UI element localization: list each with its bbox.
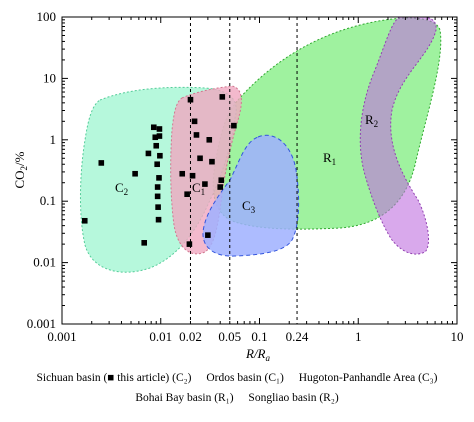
data-point [81,217,88,224]
data-point [153,142,160,149]
legend-item-c2: Sichuan basin (■ this article) (C₂) [36,372,192,384]
data-point [132,170,138,177]
data-point [156,133,163,139]
data-point [186,241,193,247]
reference-lines: 0.02 0.05 0.24 [179,17,309,344]
data-point [152,134,159,141]
data-point [218,177,225,183]
data-point [193,132,200,138]
data-point [217,184,224,190]
data-point [189,172,196,179]
data-point [184,191,190,198]
y-tick-label: 10 [43,70,56,85]
x-tick-label: 0.001 [47,329,76,344]
data-point [157,152,163,159]
data-point [219,94,226,100]
y-tick-label: 1 [50,132,57,147]
axis-ticks: 0.001 0.01 0.1 1 10 0.001 0.01 0.1 1 10 100 [27,9,464,344]
data-point [179,170,186,177]
legend-row-2: Bohai Bay basin (R₁) Songliao basin (R₂) [0,392,474,404]
x-tick-label: 1 [355,329,362,344]
y-tick-label: 100 [37,9,57,24]
data-point [155,204,161,210]
data-point [191,118,198,125]
x-tick-label: 0.01 [149,329,172,344]
data-point [202,181,208,187]
y-axis-label: CO2/% [12,151,29,188]
x-tick-label: 0.1 [251,329,267,344]
legend-row-1: Sichuan basin (■ this article) (C₂) Ordo… [0,372,474,384]
x-axis-label: R/Ra [245,346,271,363]
region-r2 [359,17,437,255]
data-point [156,175,162,181]
legend-item-r2: Songliao basin (R₂) [248,392,339,404]
data-point [141,240,148,246]
region-layer [79,17,442,273]
legend-item-c1: Ordos basin (C₁) [206,372,284,384]
data-point [154,193,161,200]
data-point [231,122,237,129]
reference-line-label: 0.05 [218,329,241,344]
data-point [156,126,163,132]
data-point [145,150,152,157]
data-point [154,161,160,168]
data-point [209,158,215,165]
legend-item-r1: Bohai Bay basin (R₁) [135,392,234,404]
data-point [205,232,211,238]
data-point [206,137,213,143]
data-point [187,96,194,103]
data-points [81,94,237,247]
data-point [150,124,157,131]
data-point [197,155,203,162]
legend-item-c3: Hugoton-Panhandle Area (C₃) [298,372,438,384]
chart-canvas: 0.02 0.05 0.24 C2 C1 C3 R1 R2 0.001 0.01 0.1… [12,9,464,363]
data-point [155,216,162,223]
data-point [154,184,161,190]
reference-line-label: 0.24 [286,329,309,344]
reference-line-label: 0.02 [179,329,202,344]
y-tick-label: 0.1 [40,193,56,208]
y-tick-label: 0.001 [27,316,56,331]
y-tick-label: 0.01 [33,255,56,270]
x-tick-label: 10 [451,329,464,344]
data-point [98,160,105,166]
